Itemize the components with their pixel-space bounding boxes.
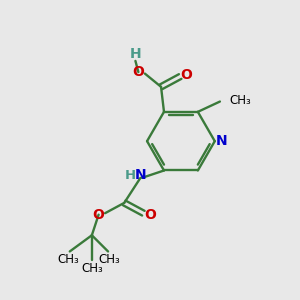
Text: O: O	[132, 65, 144, 79]
Text: H: H	[125, 169, 136, 182]
Text: CH₃: CH₃	[57, 253, 79, 266]
Text: H: H	[130, 47, 141, 61]
Text: O: O	[144, 208, 156, 222]
Text: CH₃: CH₃	[99, 253, 120, 266]
Text: N: N	[135, 169, 146, 182]
Text: CH₃: CH₃	[81, 262, 103, 275]
Text: O: O	[181, 68, 193, 82]
Text: O: O	[93, 208, 105, 222]
Text: N: N	[215, 134, 227, 148]
Text: CH₃: CH₃	[230, 94, 251, 106]
